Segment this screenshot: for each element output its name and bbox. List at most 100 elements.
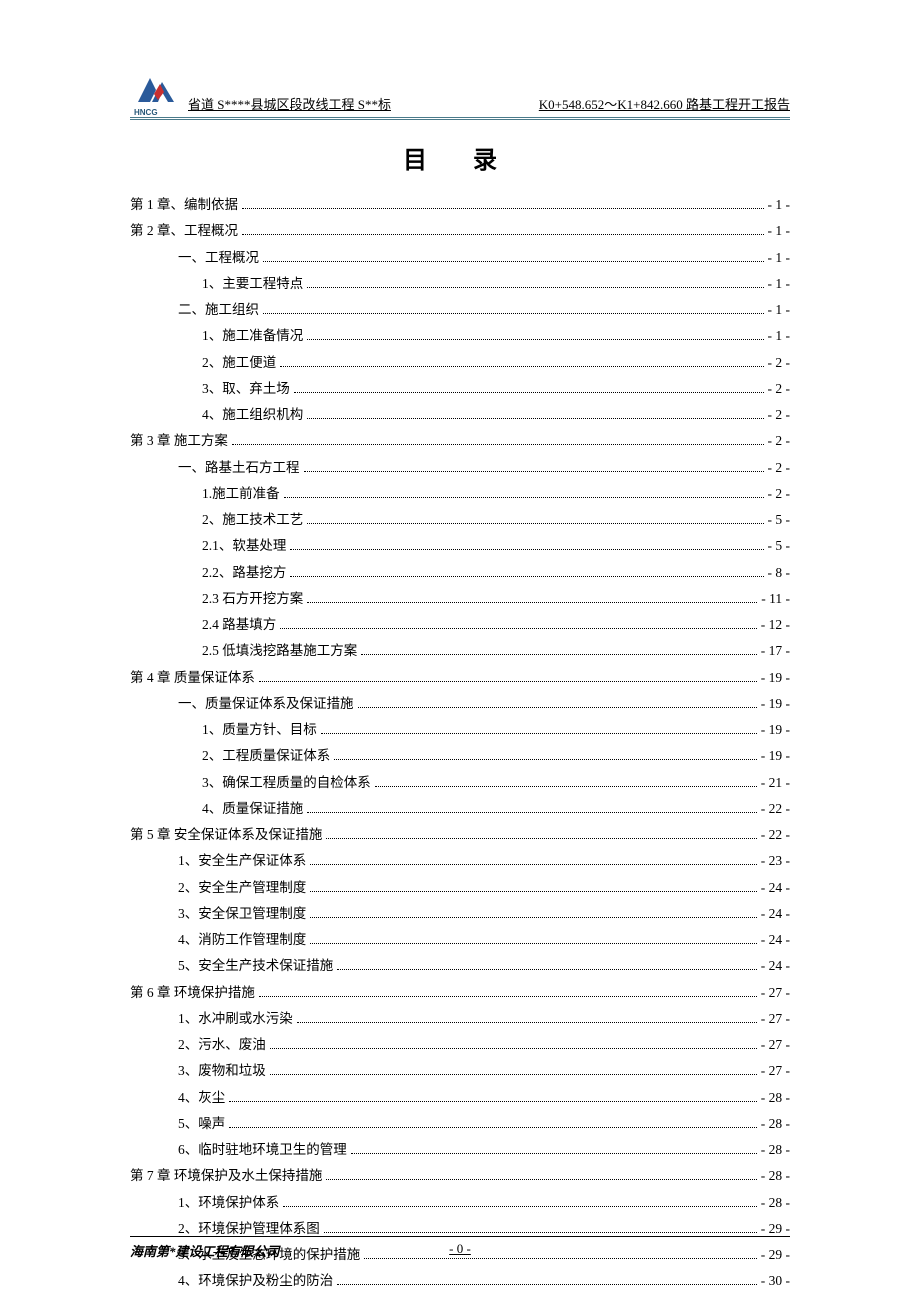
toc-entry-label: 第 5 章 安全保证体系及保证措施 <box>130 825 322 845</box>
toc-entry: 2.4 路基填方- 12 - <box>130 615 790 635</box>
toc-entry-page: - 1 - <box>768 221 791 241</box>
toc-entry: 3、确保工程质量的自检体系- 21 - <box>130 773 790 793</box>
toc-entry-page: - 2 - <box>768 353 791 373</box>
toc-entry: 1、安全生产保证体系- 23 - <box>130 851 790 871</box>
toc-dots <box>270 1048 757 1049</box>
toc-entry-label: 4、消防工作管理制度 <box>178 930 306 950</box>
toc-entry-page: - 2 - <box>768 458 791 478</box>
toc-dots <box>337 969 757 970</box>
toc-entry: 第 3 章 施工方案 - 2 - <box>130 431 790 451</box>
header-text-row: 省道 S****县城区段改线工程 S**标 K0+548.652～K1+842.… <box>188 94 790 115</box>
toc-dots <box>242 234 764 235</box>
toc-entry-page: - 22 - <box>761 799 790 819</box>
toc-entry: 2、安全生产管理制度 - 24 - <box>130 878 790 898</box>
toc-dots <box>307 339 763 340</box>
toc-entry-label: 5、安全生产技术保证措施 <box>178 956 333 976</box>
toc-entry-page: - 27 - <box>761 1009 790 1029</box>
toc-entry: 第 1 章、编制依据- 1 - <box>130 195 790 215</box>
toc-entry-page: - 1 - <box>768 274 791 294</box>
toc-entry-label: 第 3 章 施工方案 <box>130 431 228 451</box>
toc-entry: 3、安全保卫管理制度- 24 - <box>130 904 790 924</box>
toc-entry-label: 第 4 章 质量保证体系 <box>130 668 255 688</box>
toc-entry-page: - 30 - <box>761 1271 790 1291</box>
toc-dots <box>259 681 757 682</box>
toc-entry-label: 1、环境保护体系 <box>178 1193 279 1213</box>
toc-entry-label: 3、安全保卫管理制度 <box>178 904 306 924</box>
toc-entry-page: - 1 - <box>768 195 791 215</box>
toc-entry: 1、水冲刷或水污染- 27 - <box>130 1009 790 1029</box>
toc-entry: 1、主要工程特点- 1 - <box>130 274 790 294</box>
toc-entry: 第 5 章 安全保证体系及保证措施- 22 - <box>130 825 790 845</box>
toc-entry: 1、环境保护体系- 28 - <box>130 1193 790 1213</box>
toc-entry-label: 4、施工组织机构 <box>202 405 303 425</box>
toc-entry-label: 5、噪声 <box>178 1114 225 1134</box>
toc-entry: 2.3 石方开挖方案- 11 - <box>130 589 790 609</box>
toc-entry: 第 2 章、工程概况- 1 - <box>130 221 790 241</box>
toc-dots <box>290 576 763 577</box>
footer-company-name: 海南第*建设工程有限公司 <box>130 1241 280 1260</box>
toc-entry-label: 3、确保工程质量的自检体系 <box>202 773 371 793</box>
toc-entry-page: - 2 - <box>768 405 791 425</box>
toc-dots <box>310 864 757 865</box>
toc-entry: 5、安全生产技术保证措施 - 24 - <box>130 956 790 976</box>
toc-entry-page: - 28 - <box>761 1088 790 1108</box>
toc-entry: 1.施工前准备- 2 - <box>130 484 790 504</box>
toc-dots <box>284 497 764 498</box>
toc-entry-label: 2、施工便道 <box>202 353 276 373</box>
toc-dots <box>270 1074 757 1075</box>
toc-entry-label: 4、质量保证措施 <box>202 799 303 819</box>
toc-entry-page: - 1 - <box>768 326 791 346</box>
toc-dots <box>307 602 757 603</box>
toc-entry-page: - 19 - <box>761 694 790 714</box>
toc-dots <box>263 313 764 314</box>
toc-dots <box>304 471 764 472</box>
toc-entry: 一、质量保证体系及保证措施 - 19 - <box>130 694 790 714</box>
toc-entry-page: - 17 - <box>761 641 790 661</box>
toc-entry: 2、施工技术工艺- 5 - <box>130 510 790 530</box>
logo-text: HNCG <box>134 108 158 117</box>
footer-page-number: - 0 - <box>449 1241 471 1257</box>
toc-entry-label: 3、废物和垃圾 <box>178 1061 266 1081</box>
toc-entry-page: - 27 - <box>761 1035 790 1055</box>
toc-entry: 5、噪声 - 28 - <box>130 1114 790 1134</box>
toc-entry-label: 一、路基土石方工程 <box>178 458 300 478</box>
table-of-contents: 第 1 章、编制依据- 1 - 第 2 章、工程概况- 1 - 一、工程概况 - 1 … <box>130 195 790 1292</box>
toc-entry-label: 二、施工组织 <box>178 300 259 320</box>
toc-entry-label: 2.4 路基填方 <box>202 615 276 635</box>
toc-dots <box>358 707 757 708</box>
toc-entry-page: - 28 - <box>761 1166 790 1186</box>
toc-entry-page: - 2 - <box>768 431 791 451</box>
toc-dots <box>294 392 764 393</box>
toc-dots <box>283 1206 757 1207</box>
toc-entry-page: - 28 - <box>761 1114 790 1134</box>
header-project-name: 省道 S****县城区段改线工程 S**标 <box>188 94 391 113</box>
toc-entry-page: - 19 - <box>761 746 790 766</box>
toc-entry: 二、施工组织- 1 - <box>130 300 790 320</box>
toc-entry-label: 2.1、软基处理 <box>202 536 286 556</box>
toc-dots <box>351 1153 757 1154</box>
toc-entry-page: - 27 - <box>761 983 790 1003</box>
toc-dots <box>290 549 763 550</box>
toc-entry-page: - 2 - <box>768 379 791 399</box>
toc-entry-page: - 19 - <box>761 668 790 688</box>
toc-entry: 3、取、弃土场- 2 - <box>130 379 790 399</box>
toc-dots <box>326 838 756 839</box>
toc-entry-page: - 24 - <box>761 956 790 976</box>
toc-entry-page: - 24 - <box>761 878 790 898</box>
toc-dots <box>310 917 757 918</box>
toc-entry-label: 1.施工前准备 <box>202 484 280 504</box>
toc-entry-page: - 27 - <box>761 1061 790 1081</box>
toc-entry: 4、灰尘- 28 - <box>130 1088 790 1108</box>
toc-entry: 2、施工便道 - 2 - <box>130 353 790 373</box>
toc-entry-label: 2、安全生产管理制度 <box>178 878 306 898</box>
toc-entry-label: 6、临时驻地环境卫生的管理 <box>178 1140 347 1160</box>
toc-entry: 4、消防工作管理制度- 24 - <box>130 930 790 950</box>
toc-entry-label: 2.3 石方开挖方案 <box>202 589 303 609</box>
page-footer: 海南第*建设工程有限公司 - 0 - <box>130 1236 790 1260</box>
toc-entry-label: 2、施工技术工艺 <box>202 510 303 530</box>
toc-dots <box>307 812 757 813</box>
toc-entry-label: 一、质量保证体系及保证措施 <box>178 694 354 714</box>
toc-entry: 2.1、软基处理- 5 - <box>130 536 790 556</box>
toc-entry-label: 一、工程概况 <box>178 248 259 268</box>
toc-dots <box>361 654 757 655</box>
